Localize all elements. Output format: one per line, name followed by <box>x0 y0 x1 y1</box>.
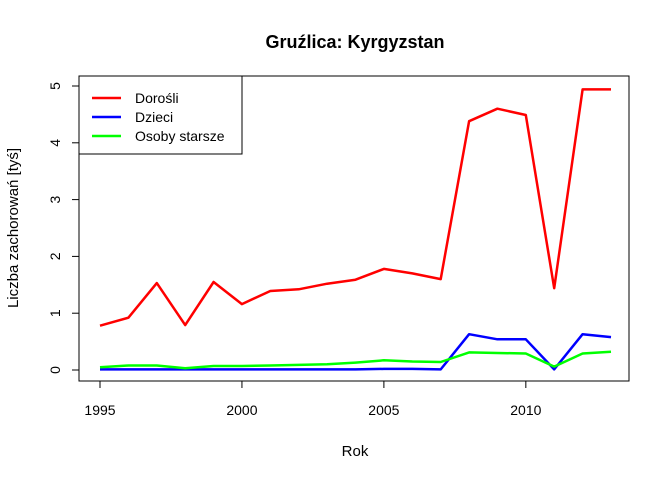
series-line-3 <box>99 350 612 370</box>
y-tick-label: 0 <box>47 366 63 374</box>
y-tick-label: 1 <box>47 309 63 317</box>
y-tick-label: 3 <box>47 195 63 203</box>
legend-label: Dzieci <box>135 109 173 125</box>
x-tick-label: 1995 <box>84 402 115 418</box>
x-tick-label: 2010 <box>510 402 541 418</box>
y-axis-label: Liczba zachorowań [tyś] <box>5 148 22 308</box>
x-tick-label: 2005 <box>368 402 399 418</box>
y-tick-label: 5 <box>47 82 63 90</box>
series-layer <box>99 88 612 371</box>
chart-title: Gruźlica: Kyrgyzstan <box>265 32 444 52</box>
y-tick-label: 2 <box>47 252 63 260</box>
y-tick-label: 4 <box>47 139 63 147</box>
x-tick-label: 2000 <box>226 402 257 418</box>
legend-label: Osoby starsze <box>135 128 225 144</box>
legend: Dorośli Dzieci Osoby starsze <box>78 75 243 155</box>
legend-box <box>78 75 243 155</box>
series-line-1 <box>99 88 611 327</box>
x-axis-label: Rok <box>342 443 369 460</box>
series-line-2 <box>100 332 612 371</box>
legend-label: Dorośli <box>135 90 179 106</box>
